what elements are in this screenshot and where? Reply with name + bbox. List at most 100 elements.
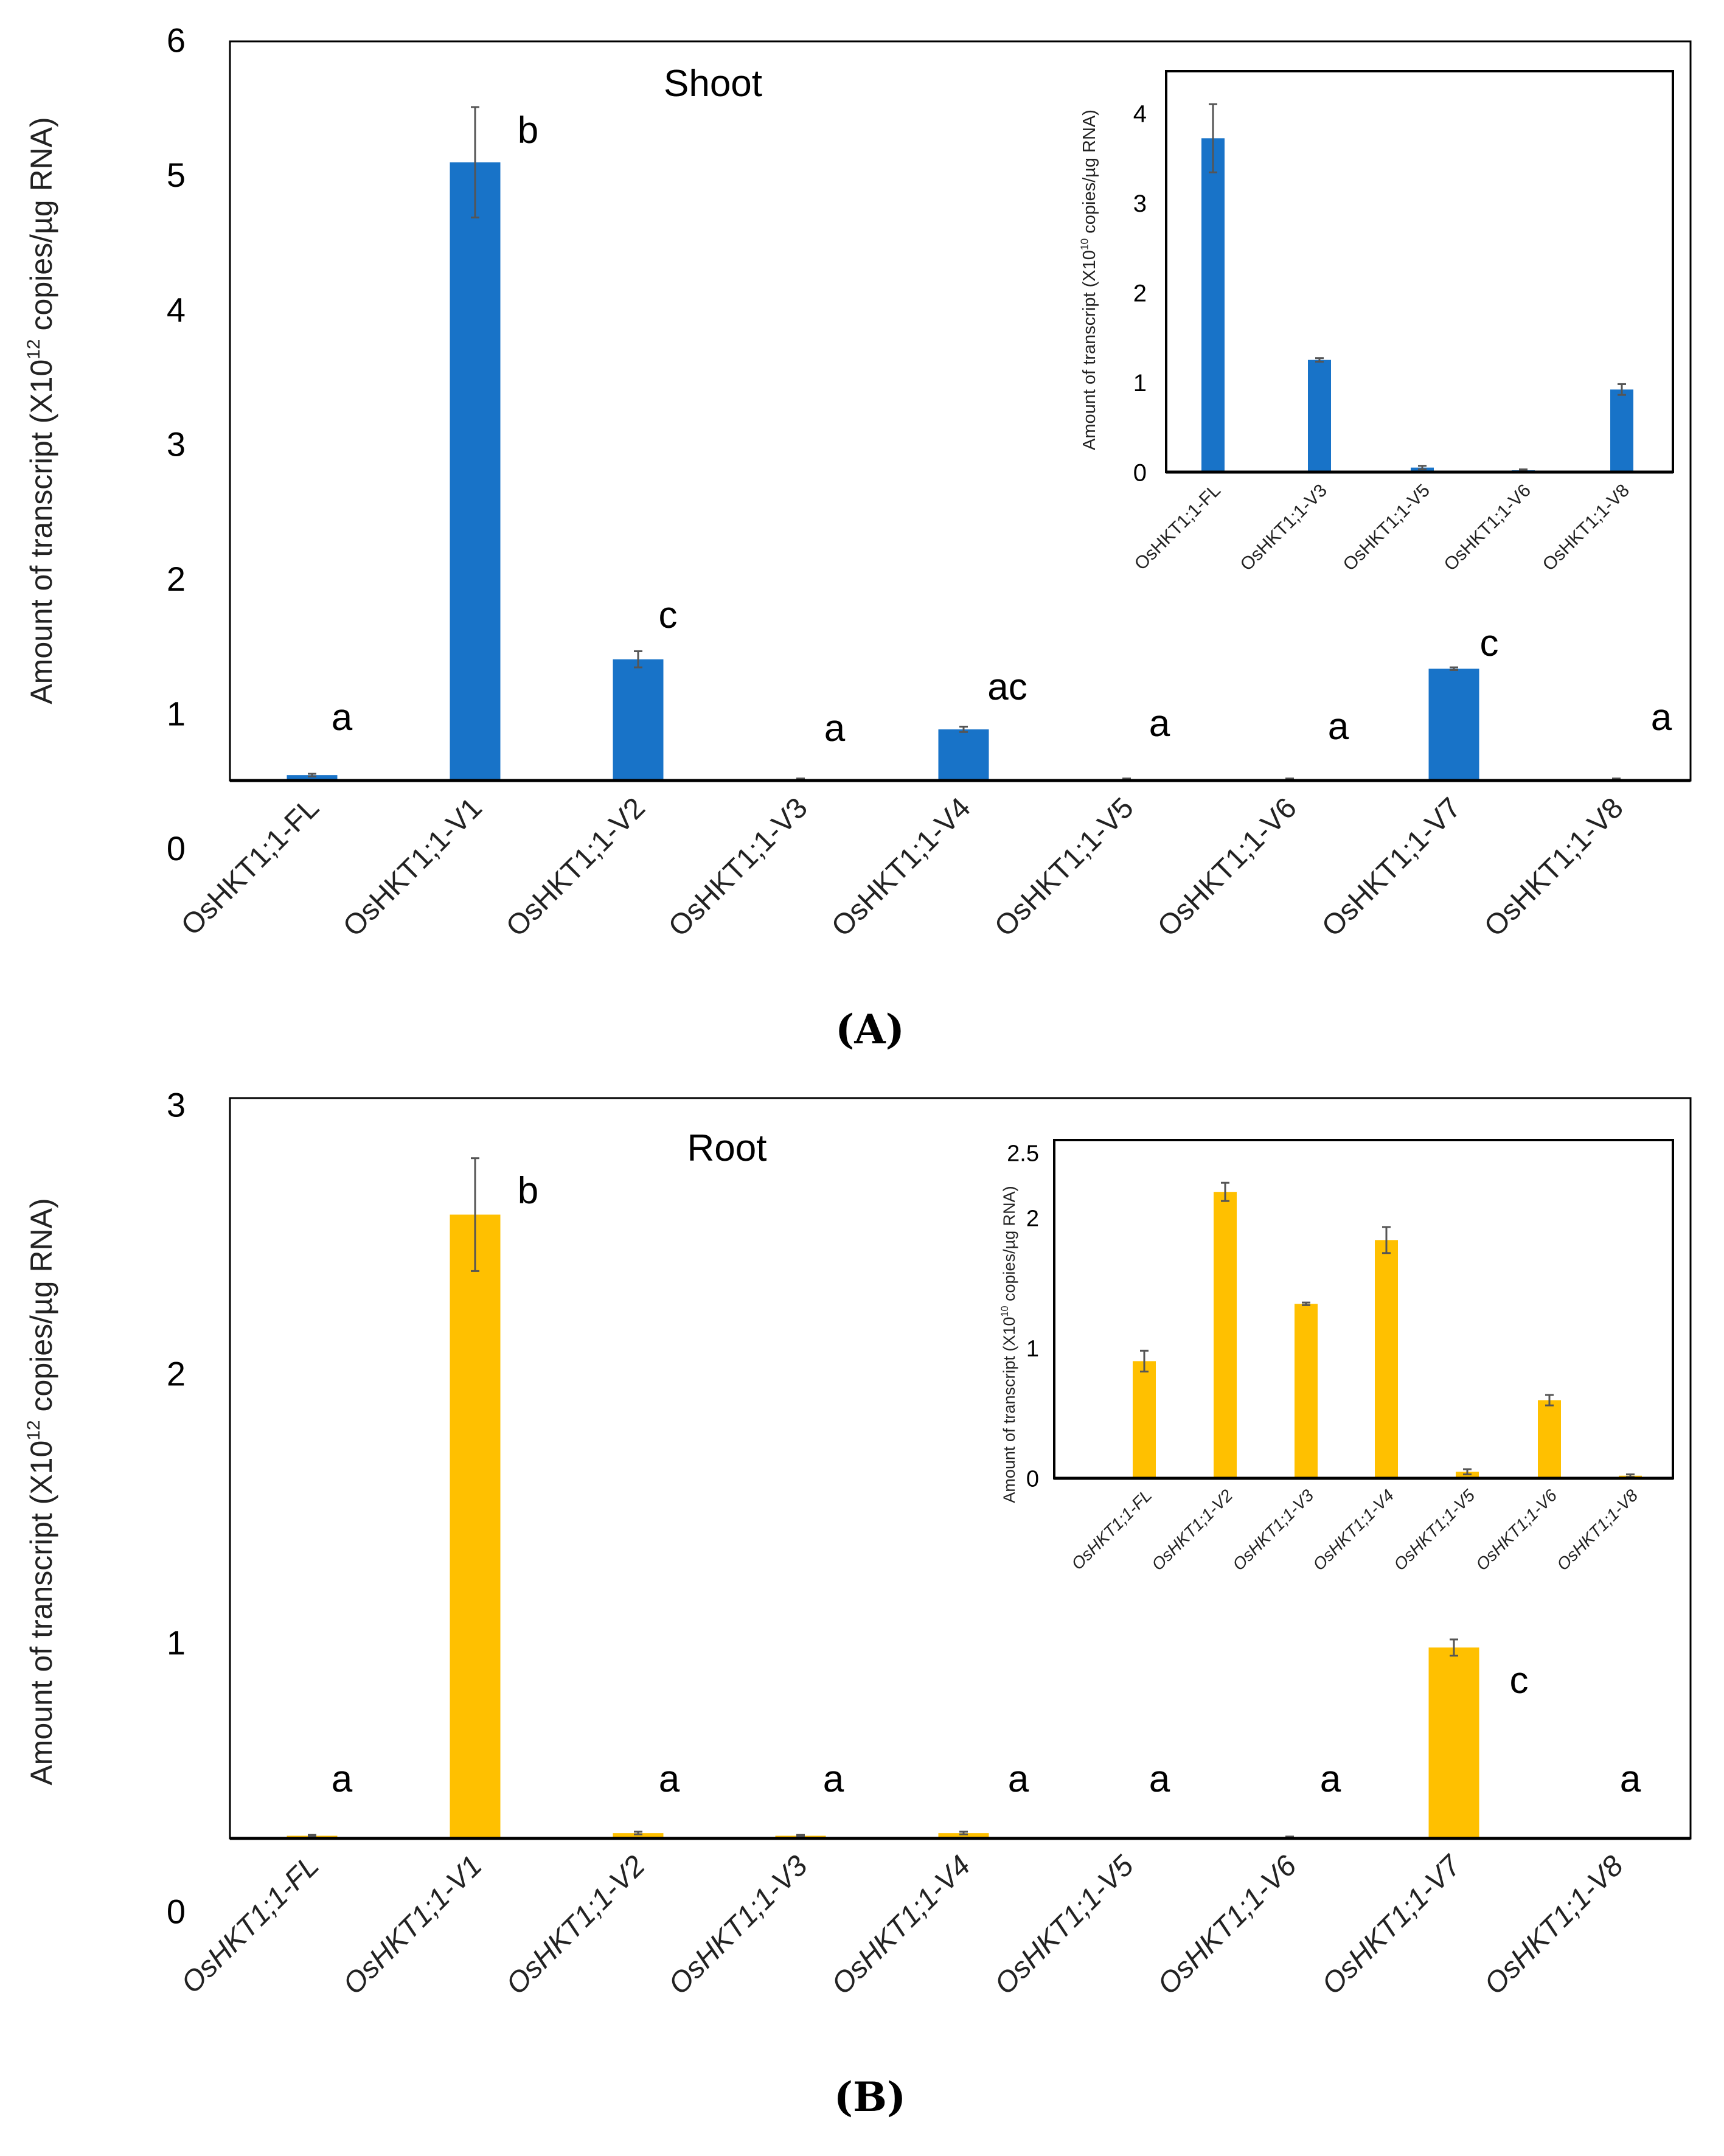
bar-OsHKT1;1-V3: [1308, 360, 1331, 472]
x-tick-label: OsHKT1;1-V3: [662, 791, 814, 943]
error-bar: [796, 1834, 805, 1838]
error-bar: [471, 106, 479, 219]
y-axis-label-exponent: 12: [24, 1420, 44, 1440]
significance-letter: c: [1510, 1660, 1529, 1702]
bar-OsHKT1;1-FL: [1201, 138, 1225, 473]
y-tick-label: 6: [167, 21, 186, 59]
x-tick-label: OsHKT1;1-V3: [1229, 1486, 1317, 1574]
bar-OsHKT1;1-V2: [1214, 1192, 1237, 1478]
x-tick-label: OsHKT1;1-V6: [1152, 1849, 1303, 2001]
chart-title: Root: [687, 1127, 767, 1169]
significance-letter: a: [824, 708, 846, 749]
error-bar: [959, 725, 968, 733]
caption-a: (A): [835, 1006, 905, 1053]
error-bar: [471, 1157, 479, 1272]
y-tick-label: 4: [1133, 100, 1147, 127]
y-axis-label: Amount of transcript (X1010 copies/µg RN…: [999, 1186, 1018, 1503]
bar-OsHKT1;1-V4: [938, 1833, 989, 1838]
bar-OsHKT1;1-V4: [1375, 1240, 1398, 1478]
error-bar: [634, 1831, 642, 1835]
y-axis-label-exponent: 12: [24, 339, 44, 359]
error-bar: [634, 650, 642, 669]
y-axis-label-text: Amount of transcript (X10: [24, 1441, 58, 1786]
x-tick-label: OsHKT1;1-V1: [337, 1849, 488, 2001]
y-axis-label-text: copies/µg RNA): [24, 1198, 58, 1420]
error-bar: [1545, 1394, 1554, 1407]
bar-OsHKT1;1-V2: [613, 659, 664, 781]
significance-letter: c: [659, 594, 678, 636]
chart-root-inset: 0122.5OsHKT1;1-FLOsHKT1;1-V2OsHKT1;1-V3O…: [999, 1139, 1674, 1574]
y-tick-label: 0: [167, 829, 186, 868]
x-tick-label: OsHKT1;1-V6: [1472, 1486, 1560, 1574]
y-tick-label: 0: [1133, 459, 1147, 486]
significance-letter: a: [1620, 1758, 1641, 1800]
y-tick-label: 5: [167, 156, 186, 194]
chart-title: Shoot: [664, 63, 762, 105]
x-tick-label: OsHKT1;1-V8: [1478, 1849, 1630, 2001]
x-tick-label: OsHKT1;1-V8: [1553, 1486, 1641, 1574]
y-axis-label: Amount of transcript (X1010 copies/µg RN…: [1078, 110, 1099, 450]
error-bar: [1140, 1349, 1149, 1373]
x-tick-label: OsHKT1;1-V6: [1152, 791, 1303, 943]
y-tick-label: 0: [167, 1893, 186, 1931]
bar-OsHKT1;1-FL: [1133, 1361, 1156, 1478]
bar-OsHKT1;1-V1: [450, 162, 501, 781]
x-tick-label: OsHKT1;1-V3: [1237, 481, 1331, 575]
significance-letter: a: [1149, 703, 1170, 745]
y-tick-label: 1: [167, 1624, 186, 1662]
significance-letter: a: [659, 1758, 680, 1800]
error-bar: [308, 773, 316, 777]
bar-OsHKT1;1-V3: [1295, 1304, 1318, 1478]
y-tick-label: 3: [167, 425, 186, 464]
x-tick-label: OsHKT1;1-FL: [175, 1849, 325, 2000]
caption-b: (B): [834, 2073, 906, 2121]
x-tick-label: OsHKT1;1-V5: [1340, 481, 1434, 575]
y-tick-label: 3: [167, 1086, 186, 1124]
error-bar: [1221, 1181, 1229, 1202]
bar-OsHKT1;1-V7: [1428, 669, 1479, 781]
significance-letter: ac: [987, 666, 1027, 708]
y-tick-label: 0: [1026, 1467, 1039, 1492]
x-tick-label: OsHKT1;1-FL: [1068, 1486, 1155, 1573]
plot-frame: [1165, 70, 1674, 473]
significance-letter: a: [1008, 1758, 1029, 1800]
x-tick-label: OsHKT1;1-V8: [1539, 481, 1633, 575]
x-tick-label: OsHKT1;1-V3: [662, 1849, 814, 2001]
error-bar: [1315, 357, 1324, 363]
bar-OsHKT1;1-FL: [287, 775, 338, 781]
x-tick-label: OsHKT1;1-V1: [337, 791, 488, 943]
y-axis-label-text: copies/µg RNA): [1000, 1186, 1018, 1306]
y-tick-label: 2.5: [1007, 1141, 1039, 1167]
significance-letter: a: [332, 1758, 353, 1800]
y-axis-label-exponent: 10: [999, 1306, 1010, 1316]
y-tick-label: 2: [167, 1355, 186, 1393]
x-tick-label: OsHKT1;1-V8: [1478, 791, 1630, 943]
error-bar: [308, 1834, 316, 1838]
significance-letter: a: [823, 1758, 844, 1800]
error-bar: [1302, 1301, 1310, 1306]
y-axis-label-exponent: 10: [1078, 238, 1090, 250]
x-tick-label: OsHKT1;1-V2: [500, 1849, 652, 2001]
error-bar: [1618, 383, 1626, 396]
y-tick-label: 2: [167, 560, 186, 598]
significance-letter: c: [1480, 622, 1499, 664]
y-axis-label-text: copies/µg RNA): [24, 117, 58, 339]
x-tick-label: OsHKT1;1-V4: [826, 791, 977, 943]
bar-OsHKT1;1-V1: [450, 1214, 501, 1838]
y-tick-label: 2: [1133, 280, 1147, 307]
y-tick-label: 3: [1133, 190, 1147, 217]
y-axis-label-text: Amount of transcript (X10: [24, 360, 58, 704]
significance-letter: b: [518, 1170, 538, 1212]
y-axis-label: Amount of transcript (X1012 copies/µg RN…: [24, 1198, 58, 1785]
x-tick-label: OsHKT1;1-V4: [1309, 1486, 1397, 1574]
y-axis-label-text: Amount of transcript (X10: [1000, 1317, 1018, 1503]
y-axis-label-text: copies/µg RNA): [1080, 110, 1099, 238]
error-bar: [1450, 666, 1458, 671]
significance-letter: a: [1320, 1758, 1341, 1800]
y-axis-label-text: Amount of transcript (X10: [1080, 250, 1099, 450]
error-bar: [959, 1831, 968, 1835]
